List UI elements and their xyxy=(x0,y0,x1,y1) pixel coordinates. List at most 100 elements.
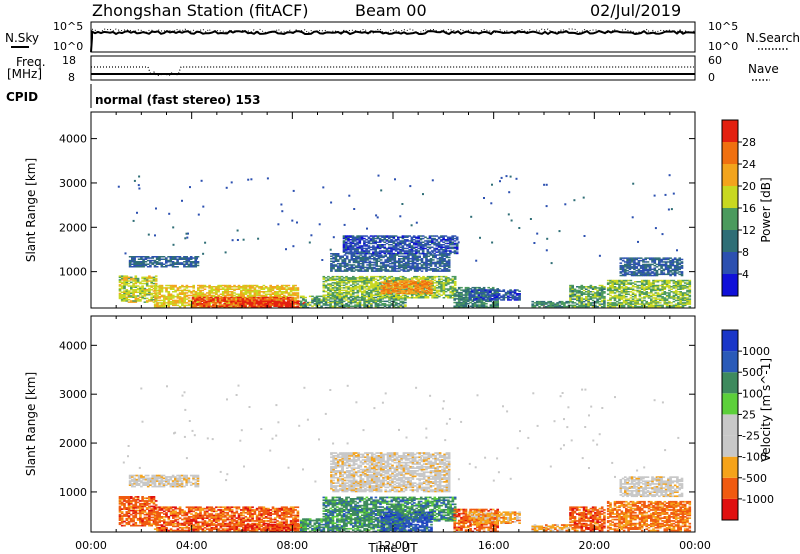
heatmap-cell xyxy=(462,300,466,303)
heatmap-cell xyxy=(183,289,186,292)
heatmap-cell xyxy=(405,282,408,285)
heatmap-cell xyxy=(404,256,408,259)
heatmap-cell xyxy=(365,279,369,282)
heatmap-cell xyxy=(580,304,584,307)
heatmap-cell xyxy=(407,261,410,264)
heatmap-cell xyxy=(183,305,186,308)
heatmap-cell xyxy=(398,281,402,283)
heatmap-cell xyxy=(467,293,470,295)
heatmap-cell xyxy=(616,300,619,303)
heatmap-cell xyxy=(482,303,486,305)
heatmap-cell xyxy=(191,298,195,300)
heatmap-cell xyxy=(336,294,339,296)
heatmap-cell xyxy=(352,295,355,298)
heatmap-cell xyxy=(404,258,408,260)
heatmap-cell xyxy=(573,291,577,293)
heatmap-cell xyxy=(331,275,335,278)
heatmap-cell xyxy=(422,261,426,264)
heatmap-cell xyxy=(191,305,195,307)
heatmap-cell xyxy=(134,276,138,279)
heatmap-cell xyxy=(133,259,136,262)
heatmap-cell xyxy=(342,250,346,252)
heatmap-cell xyxy=(306,301,310,304)
heatmap-cell xyxy=(354,250,357,252)
heatmap-cell xyxy=(282,303,286,305)
heatmap-cell xyxy=(429,277,432,279)
heatmap-cell xyxy=(354,242,357,245)
heatmap-cell xyxy=(585,298,588,300)
heatmap-cell xyxy=(476,296,479,299)
heatmap-cell xyxy=(264,298,267,300)
heatmap-cell xyxy=(594,286,597,288)
heatmap-cell xyxy=(417,297,421,299)
heatmap-cell xyxy=(363,304,366,306)
heatmap-cell xyxy=(397,303,400,305)
heatmap-cell xyxy=(296,295,300,298)
heatmap-cell xyxy=(393,255,397,257)
heatmap-cell xyxy=(395,304,398,306)
heatmap-cell xyxy=(616,279,619,282)
heatmap-cell xyxy=(457,293,461,295)
heatmap-cell xyxy=(379,301,382,304)
heatmap-cell xyxy=(400,287,404,290)
heatmap-cell xyxy=(336,296,339,299)
heatmap-cell xyxy=(416,288,420,291)
heatmap-cell xyxy=(585,288,588,290)
heatmap-cell xyxy=(629,304,633,307)
heatmap-cell xyxy=(589,298,593,300)
heatmap-cell xyxy=(620,303,624,305)
heatmap-cell xyxy=(350,264,354,266)
heatmap-cell xyxy=(376,295,380,298)
heatmap-cell xyxy=(437,242,441,245)
heatmap-cell xyxy=(609,279,612,282)
heatmap-cell xyxy=(390,295,394,298)
heatmap-cell xyxy=(518,294,521,296)
heatmap-cell xyxy=(421,283,424,286)
heatmap-cell xyxy=(215,288,218,290)
heatmap-cell xyxy=(569,286,572,288)
heatmap-cell xyxy=(398,259,401,261)
heatmap-cell xyxy=(333,298,337,300)
heatmap-cell xyxy=(440,287,443,289)
heatmap-cell xyxy=(396,283,399,286)
heatmap-cell xyxy=(338,299,341,301)
heatmap-cell xyxy=(453,290,457,293)
heatmap-cell xyxy=(403,236,407,238)
heatmap-cell xyxy=(294,288,297,290)
heatmap-cell xyxy=(192,262,195,264)
heatmap-cell xyxy=(622,304,626,307)
heatmap-cell xyxy=(384,254,387,256)
heatmap-cell xyxy=(360,239,364,241)
heatmap-cell xyxy=(457,300,461,303)
heatmap-cell xyxy=(333,289,337,292)
heatmap-cell xyxy=(183,286,186,288)
heatmap-cell xyxy=(143,289,147,291)
heatmap-cell xyxy=(438,282,441,284)
heatmap-cell xyxy=(169,286,173,288)
heatmap-cell xyxy=(494,300,497,303)
heatmap-cell xyxy=(347,305,350,307)
heatmap-cell xyxy=(399,242,402,245)
heatmap-cell xyxy=(556,302,559,304)
heatmap-cell xyxy=(580,292,584,294)
heatmap-cell xyxy=(551,303,555,305)
heatmap-cell xyxy=(413,259,417,261)
heatmap-cell xyxy=(203,296,206,299)
heatmap-cell xyxy=(418,267,421,270)
heatmap-cell xyxy=(460,295,463,298)
heatmap-cell xyxy=(390,236,393,238)
heatmap-cell xyxy=(397,251,400,253)
heatmap-cell xyxy=(171,262,175,264)
heatmap-cell xyxy=(155,262,159,264)
heatmap-cell xyxy=(237,298,240,300)
heatmap-cell xyxy=(292,288,295,290)
heatmap-cell xyxy=(631,298,635,300)
heatmap-cell xyxy=(410,250,414,252)
heatmap-cell xyxy=(345,267,349,270)
heatmap-cell xyxy=(172,295,175,298)
heatmap-cell xyxy=(134,296,138,298)
heatmap-cell xyxy=(283,292,286,294)
heatmap-cell xyxy=(424,244,427,246)
heatmap-cell xyxy=(419,246,423,248)
heatmap-cell xyxy=(203,300,206,303)
